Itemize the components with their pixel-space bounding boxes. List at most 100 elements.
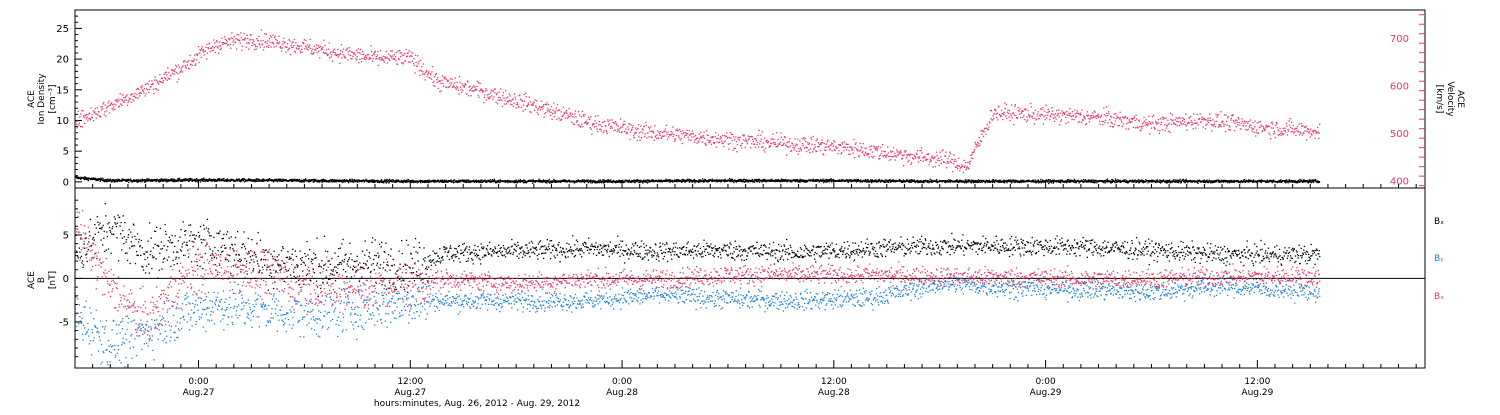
density-point bbox=[454, 179, 455, 180]
velocity-point bbox=[359, 59, 360, 60]
density-point bbox=[761, 181, 762, 182]
velocity-point bbox=[443, 85, 444, 86]
velocity-point bbox=[280, 48, 281, 49]
velocity-point bbox=[302, 51, 303, 52]
velocity-point bbox=[459, 76, 460, 77]
velocity-point bbox=[290, 54, 291, 55]
velocity-point bbox=[207, 53, 208, 54]
velocity-point bbox=[304, 48, 305, 49]
velocity-point bbox=[170, 75, 171, 76]
velocity-point bbox=[254, 49, 255, 50]
time-tick-label: 12:00 bbox=[1244, 377, 1270, 387]
velocity-point bbox=[415, 55, 416, 56]
velocity-point bbox=[450, 78, 451, 79]
velocity-point bbox=[506, 103, 507, 104]
velocity-point bbox=[476, 86, 477, 87]
density-point bbox=[336, 181, 337, 182]
velocity-point bbox=[100, 116, 101, 117]
velocity-point bbox=[142, 89, 143, 90]
velocity-point bbox=[402, 54, 403, 55]
velocity-point bbox=[419, 75, 420, 76]
velocity-point bbox=[301, 45, 302, 46]
velocity-point bbox=[504, 100, 505, 101]
velocity-point bbox=[293, 45, 294, 46]
velocity-point bbox=[477, 81, 478, 82]
velocity-point bbox=[76, 121, 77, 122]
velocity-point bbox=[112, 104, 113, 105]
velocity-point bbox=[108, 105, 109, 106]
velocity-point bbox=[418, 63, 419, 64]
velocity-point bbox=[509, 94, 510, 95]
velocity-point bbox=[145, 84, 146, 85]
velocity-point bbox=[87, 120, 88, 121]
velocity-point bbox=[479, 90, 480, 91]
velocity-point bbox=[129, 99, 130, 100]
time-tick-date: Aug.28 bbox=[606, 388, 638, 398]
velocity-point bbox=[431, 71, 432, 72]
velocity-point bbox=[96, 118, 97, 119]
velocity-point bbox=[437, 82, 438, 83]
density-point bbox=[612, 182, 613, 183]
velocity-point bbox=[411, 51, 412, 52]
velocity-point bbox=[138, 89, 139, 90]
density-point bbox=[1067, 179, 1068, 180]
velocity-point bbox=[456, 86, 457, 87]
density-point bbox=[971, 182, 972, 183]
velocity-point bbox=[421, 70, 422, 71]
density-point bbox=[1169, 179, 1170, 180]
velocity-point bbox=[391, 57, 392, 58]
velocity-point bbox=[245, 38, 246, 39]
velocity-point bbox=[213, 39, 214, 40]
density-point bbox=[1285, 182, 1286, 183]
velocity-point bbox=[428, 72, 429, 73]
velocity-point bbox=[159, 74, 160, 75]
velocity-point bbox=[318, 51, 319, 52]
velocity-point bbox=[174, 74, 175, 75]
density-point bbox=[752, 179, 753, 180]
velocity-point bbox=[116, 99, 117, 100]
velocity-point bbox=[120, 93, 121, 94]
velocity-point bbox=[274, 46, 275, 47]
velocity-point bbox=[513, 106, 514, 107]
velocity-point bbox=[206, 58, 207, 59]
velocity-point bbox=[361, 58, 362, 59]
velocity-point bbox=[434, 76, 435, 77]
velocity-point bbox=[233, 39, 234, 40]
velocity-point bbox=[136, 94, 137, 95]
velocity-point bbox=[444, 78, 445, 79]
density-point bbox=[1095, 182, 1096, 183]
velocity-point bbox=[370, 45, 371, 46]
velocity-point bbox=[360, 49, 361, 50]
velocity-point bbox=[177, 73, 178, 74]
velocity-point bbox=[141, 87, 142, 88]
velocity-point bbox=[234, 36, 235, 37]
velocity-point bbox=[356, 59, 357, 60]
velocity-point bbox=[465, 84, 466, 85]
time-tick-label: 12:00 bbox=[821, 377, 847, 387]
velocity-point bbox=[288, 39, 289, 40]
velocity-point bbox=[458, 93, 459, 94]
density-point bbox=[1307, 180, 1308, 181]
velocity-point bbox=[417, 55, 418, 56]
velocity-point bbox=[480, 83, 481, 84]
velocity-point bbox=[270, 47, 271, 48]
velocity-point bbox=[347, 60, 348, 61]
velocity-point bbox=[172, 73, 173, 74]
velocity-point bbox=[214, 47, 215, 48]
velocity-point bbox=[101, 109, 102, 110]
velocity-point bbox=[484, 94, 485, 95]
density-point bbox=[1280, 179, 1281, 180]
velocity-point bbox=[114, 104, 115, 105]
velocity-point bbox=[106, 110, 107, 111]
velocity-point bbox=[235, 42, 236, 43]
density-point bbox=[243, 180, 244, 181]
velocity-point bbox=[289, 48, 290, 49]
velocity-point bbox=[240, 32, 241, 33]
velocity-point bbox=[279, 41, 280, 42]
velocity-point bbox=[498, 97, 499, 98]
velocity-point bbox=[102, 108, 103, 109]
velocity-point bbox=[205, 51, 206, 52]
density-point bbox=[498, 180, 499, 181]
velocity-point bbox=[457, 82, 458, 83]
